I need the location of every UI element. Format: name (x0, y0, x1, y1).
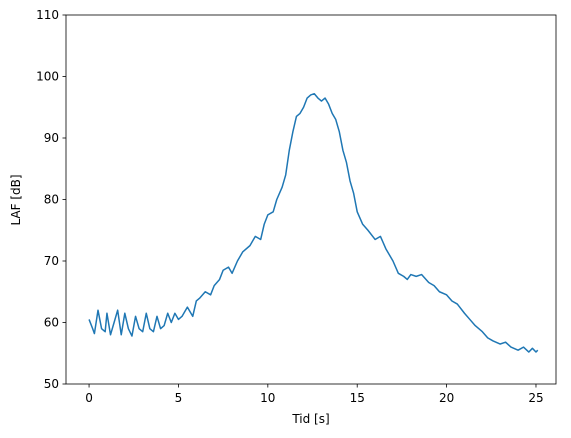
y-tick-label: 50 (44, 377, 59, 391)
line (88, 92, 539, 353)
y-tick-label: 70 (44, 254, 59, 268)
y-tick-label: 110 (36, 8, 59, 22)
x-tick-label: 10 (260, 391, 275, 405)
y-tick-label: 80 (44, 193, 59, 207)
y-tick-label: 100 (36, 70, 59, 84)
x-tick-label: 15 (350, 391, 365, 405)
plot-frame (65, 14, 557, 385)
x-tick-label: 20 (439, 391, 454, 405)
x-tick-label: 25 (528, 391, 543, 405)
y-tick-label: 60 (44, 316, 59, 330)
y-axis-label: LAF [dB] (9, 174, 23, 225)
x-axis-label: Tid [s] (291, 412, 329, 426)
x-tick-label: 5 (175, 391, 183, 405)
y-tick-label: 90 (44, 131, 59, 145)
x-tick-label: 0 (85, 391, 93, 405)
